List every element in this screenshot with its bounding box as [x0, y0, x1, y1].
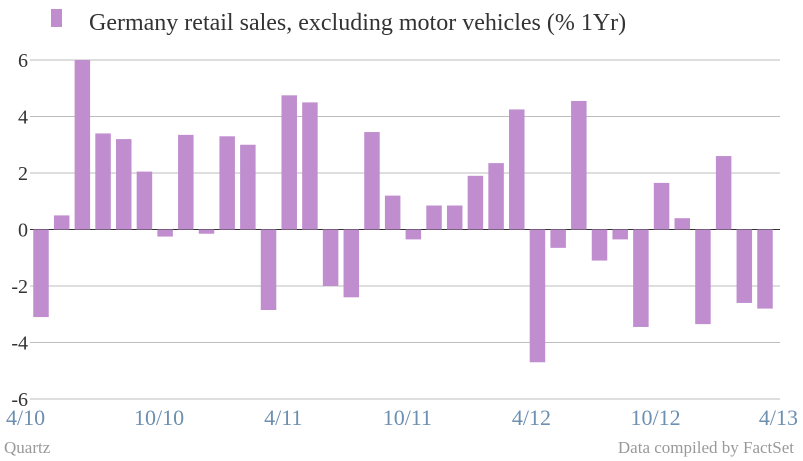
bar [674, 218, 691, 230]
source-right: Data compiled by FactSet [618, 438, 794, 457]
bar [715, 156, 732, 230]
bar [757, 229, 773, 309]
bar [426, 205, 442, 230]
grid [30, 59, 780, 400]
bar [467, 175, 484, 230]
bar [281, 95, 297, 230]
bar [260, 229, 277, 311]
x-tick-label: 4/13 [759, 405, 798, 430]
bar [74, 60, 91, 230]
bar [219, 136, 235, 230]
y-tick-label: -2 [11, 276, 28, 298]
bar [405, 229, 422, 240]
bar [488, 163, 504, 230]
x-tick-label: 4/11 [264, 405, 302, 430]
bar [550, 229, 566, 248]
legend-swatch [51, 9, 62, 27]
bar [591, 229, 608, 261]
y-tick-label: -6 [11, 389, 28, 411]
x-axis-ticks: 4/10 10/10 4/11 10/11 4/12 10/12 4/13 [6, 405, 798, 430]
bar [736, 229, 753, 303]
bar [509, 109, 525, 230]
bar [95, 133, 111, 230]
bar [343, 229, 360, 298]
x-tick-label: 10/11 [383, 405, 432, 430]
bar [136, 171, 153, 230]
legend-label: Germany retail sales, excluding motor ve… [89, 10, 626, 36]
bar [53, 215, 70, 230]
x-tick-label: 4/10 [6, 405, 45, 430]
bar [529, 229, 546, 363]
y-tick-label: 2 [18, 163, 28, 185]
y-tick-label: 4 [18, 107, 28, 129]
bar [302, 102, 318, 230]
bar [571, 100, 587, 230]
source-left: Quartz [4, 438, 51, 457]
bar [240, 144, 256, 230]
y-tick-label: -4 [11, 333, 28, 355]
bar [633, 229, 649, 327]
y-tick-label: 6 [18, 50, 28, 72]
bar [695, 229, 711, 325]
bar [446, 205, 463, 230]
bars [33, 60, 773, 363]
x-tick-label: 4/12 [512, 405, 551, 430]
x-tick-label: 10/10 [134, 405, 184, 430]
bar [653, 182, 670, 230]
bar [322, 229, 339, 286]
y-tick-label: 0 [18, 220, 28, 242]
bar [364, 132, 380, 230]
bar [33, 229, 49, 318]
bar [384, 195, 401, 230]
bar [198, 229, 215, 234]
bar [157, 229, 173, 237]
bar [178, 134, 194, 230]
x-tick-label: 10/12 [631, 405, 681, 430]
y-axis-ticks: 6 4 2 0 -2 -4 -6 [11, 50, 28, 411]
bar [612, 229, 628, 240]
bar [115, 139, 132, 230]
